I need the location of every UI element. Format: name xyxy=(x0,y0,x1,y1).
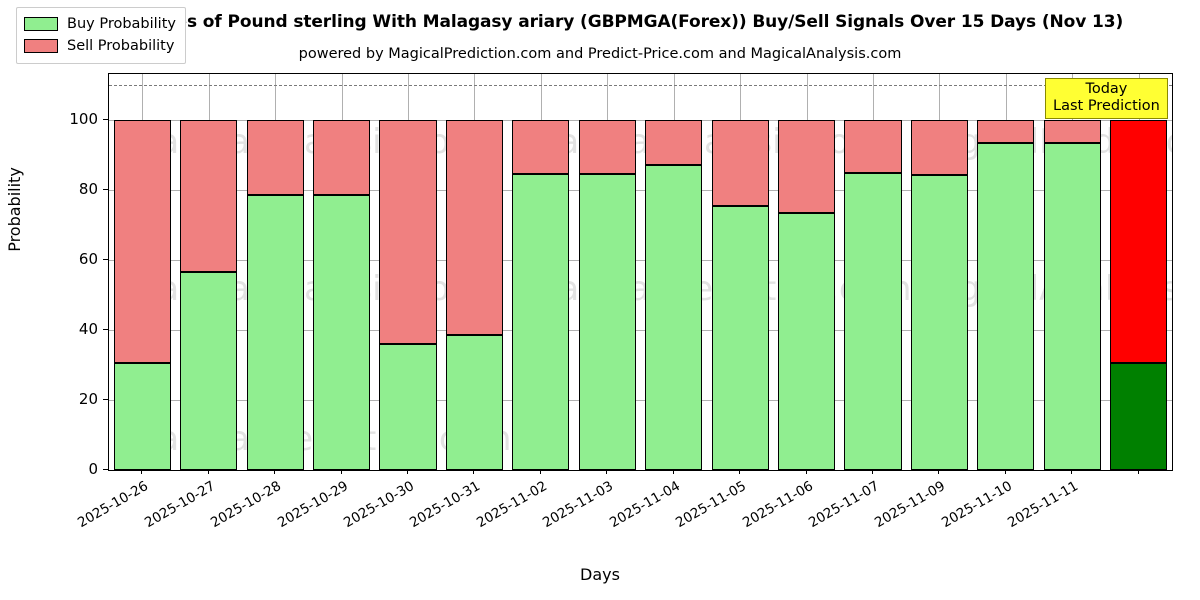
bar-segment-buy[interactable] xyxy=(1110,363,1168,470)
bar-segment-buy[interactable] xyxy=(246,194,304,470)
y-axis-tick-mark xyxy=(103,258,108,260)
bar-segment-sell[interactable] xyxy=(246,119,304,195)
bar-stack[interactable] xyxy=(180,74,238,470)
y-axis-tick-label: 20 xyxy=(78,389,98,408)
bar-segment-buy[interactable] xyxy=(578,173,636,470)
bar-segment-sell[interactable] xyxy=(113,119,171,364)
bar-segment-sell[interactable] xyxy=(445,119,503,335)
gridline-horizontal xyxy=(109,259,1172,261)
x-axis-tick-mark xyxy=(539,469,541,474)
x-axis-tick-mark xyxy=(473,469,475,474)
y-axis-tick-label: 60 xyxy=(78,249,98,268)
x-axis-tick-mark xyxy=(672,469,674,474)
bar-stack[interactable] xyxy=(711,74,769,470)
bar-stack[interactable] xyxy=(512,74,570,470)
bar-segment-buy[interactable] xyxy=(445,334,503,470)
bar-segment-buy[interactable] xyxy=(778,212,836,470)
y-axis-tick-mark xyxy=(103,118,108,120)
bar-segment-sell[interactable] xyxy=(711,119,769,206)
legend-item-sell[interactable]: Sell Probability xyxy=(24,35,176,57)
bar-segment-sell[interactable] xyxy=(645,119,703,166)
bar-stack[interactable] xyxy=(578,74,636,470)
x-axis-label: Days xyxy=(580,565,620,584)
bar-segment-sell[interactable] xyxy=(180,119,238,272)
x-axis-tick-mark xyxy=(406,469,408,474)
bar-segment-buy[interactable] xyxy=(512,173,570,470)
bar-segment-buy[interactable] xyxy=(379,343,437,470)
bar-stack[interactable] xyxy=(445,74,503,470)
x-axis-tick-mark xyxy=(274,469,276,474)
legend-label-buy: Buy Probability xyxy=(67,16,176,32)
y-axis-tick-mark xyxy=(103,469,108,470)
today-annotation-line2: Last Prediction xyxy=(1053,97,1160,114)
plot-area: MagicalAnalysis.comMagicalAnalysis.comMa… xyxy=(108,73,1173,471)
bar-segment-buy[interactable] xyxy=(1043,143,1101,470)
bar-today[interactable] xyxy=(1110,74,1168,470)
bar-segment-buy[interactable] xyxy=(977,143,1035,470)
bar-segment-sell[interactable] xyxy=(1043,119,1101,144)
bar-segment-sell[interactable] xyxy=(578,119,636,174)
bar-stack[interactable] xyxy=(778,74,836,470)
y-axis-tick-label: 0 xyxy=(88,460,98,478)
x-axis-tick-mark xyxy=(872,469,874,474)
x-axis-tick-mark xyxy=(340,469,342,474)
gridline-horizontal xyxy=(109,329,1172,331)
bar-segment-buy[interactable] xyxy=(910,174,969,470)
bar-segment-sell[interactable] xyxy=(977,119,1035,144)
x-axis-tick-mark xyxy=(141,469,143,474)
bar-segment-buy[interactable] xyxy=(113,363,171,470)
chart-legend: Buy Probability Sell Probability xyxy=(16,7,186,64)
y-axis-tick-mark xyxy=(103,328,108,330)
bar-stack[interactable] xyxy=(312,74,371,470)
gridline-horizontal xyxy=(109,470,1172,471)
bar-stack[interactable] xyxy=(246,74,304,470)
today-annotation: Today Last Prediction xyxy=(1045,78,1168,120)
x-axis-tick-mark xyxy=(1137,469,1139,474)
bar-segment-sell[interactable] xyxy=(1110,119,1168,364)
x-axis-tick-mark xyxy=(938,469,940,474)
bar-segment-buy[interactable] xyxy=(711,205,769,470)
x-axis-tick-mark xyxy=(739,469,741,474)
bar-segment-sell[interactable] xyxy=(844,119,902,173)
bar-segment-sell[interactable] xyxy=(910,119,969,175)
bar-segment-sell[interactable] xyxy=(312,119,371,195)
bar-segment-buy[interactable] xyxy=(312,194,371,470)
bar-stack[interactable] xyxy=(645,74,703,470)
legend-label-sell: Sell Probability xyxy=(67,38,175,54)
bar-segment-buy[interactable] xyxy=(180,272,238,470)
bar-stack[interactable] xyxy=(844,74,902,470)
x-axis-tick-mark xyxy=(1071,469,1073,474)
gridline-horizontal xyxy=(109,119,1172,121)
today-annotation-line1: Today xyxy=(1085,81,1128,97)
gridline-horizontal xyxy=(109,399,1172,401)
bar-segment-sell[interactable] xyxy=(379,119,437,344)
y-axis-tick-mark xyxy=(103,398,108,400)
legend-item-buy[interactable]: Buy Probability xyxy=(24,13,176,35)
bar-stack[interactable] xyxy=(977,74,1035,470)
gridline-horizontal xyxy=(109,189,1172,191)
legend-swatch-sell-icon xyxy=(24,39,58,53)
x-axis-tick-mark xyxy=(606,469,608,474)
x-axis-tick-mark xyxy=(207,469,209,474)
reference-line xyxy=(109,84,1172,86)
bar-stack[interactable] xyxy=(113,74,171,470)
bar-segment-sell[interactable] xyxy=(778,119,836,213)
y-axis-label: Probability xyxy=(4,167,24,252)
chart-subtitle: powered by MagicalPrediction.com and Pre… xyxy=(298,46,902,62)
chart-title: Probabilities of Pound sterling With Mal… xyxy=(76,12,1124,32)
bar-segment-buy[interactable] xyxy=(844,172,902,470)
bar-stack[interactable] xyxy=(910,74,969,470)
legend-swatch-buy-icon xyxy=(24,17,58,31)
bar-stack[interactable] xyxy=(1043,74,1101,470)
x-axis-tick-mark xyxy=(1004,469,1006,474)
y-axis-tick-label: 80 xyxy=(78,179,98,198)
bar-stack[interactable] xyxy=(379,74,437,470)
y-axis-tick-label: 100 xyxy=(69,109,98,128)
y-axis-tick-label: 40 xyxy=(78,319,98,338)
bar-segment-buy[interactable] xyxy=(645,165,703,470)
x-axis-tick-mark xyxy=(805,469,807,474)
bar-segment-sell[interactable] xyxy=(512,119,570,174)
y-axis-tick-mark xyxy=(103,188,108,190)
